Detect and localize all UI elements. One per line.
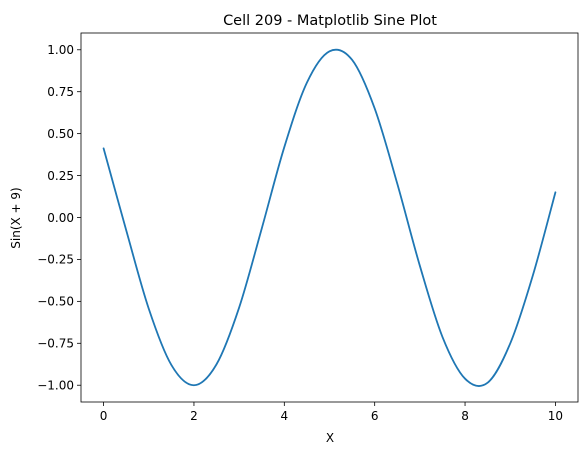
y-tick-label: −1.00 bbox=[37, 379, 74, 393]
y-tick-label: 0.25 bbox=[47, 169, 74, 183]
y-tick-label: −0.25 bbox=[37, 253, 74, 267]
y-tick-label: −0.50 bbox=[37, 295, 74, 309]
x-axis-label: X bbox=[326, 431, 334, 445]
y-tick-label: 0.75 bbox=[47, 85, 74, 99]
y-tick-label: 1.00 bbox=[47, 43, 74, 57]
x-tick-label: 8 bbox=[461, 409, 469, 423]
y-axis-label: Sin(X + 9) bbox=[9, 187, 23, 248]
x-tick-label: 0 bbox=[100, 409, 108, 423]
x-tick-label: 2 bbox=[190, 409, 198, 423]
y-tick-label: 0.00 bbox=[47, 211, 74, 225]
plot-area: 0 2 4 6 8 10 1.00 0.75 0.50 0.25 0.00 −0.25 −0.50 −0.… bbox=[37, 32, 579, 423]
sine-series-line bbox=[102, 48, 557, 387]
x-tick-label: 6 bbox=[371, 409, 379, 423]
x-tick-label: 10 bbox=[548, 409, 563, 423]
chart-title: Cell 209 - Matplotlib Sine Plot bbox=[223, 13, 437, 29]
y-tick-label: −0.75 bbox=[37, 337, 74, 351]
x-tick-label: 4 bbox=[280, 409, 288, 423]
y-tick-label: 0.50 bbox=[47, 127, 74, 141]
